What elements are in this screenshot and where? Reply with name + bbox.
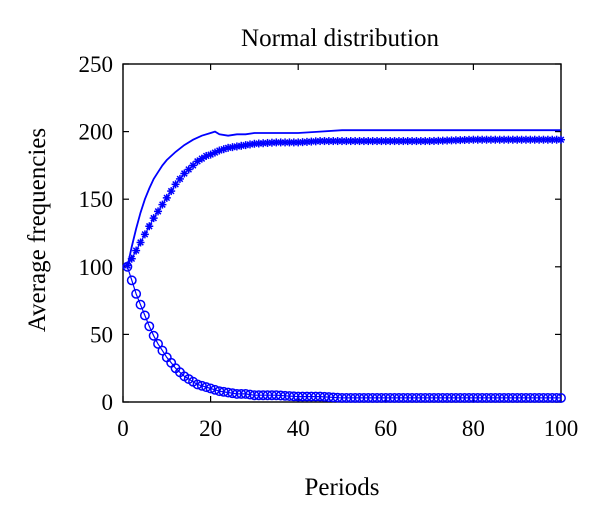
asterisk-stroke	[557, 136, 565, 144]
data-point-circle	[135, 299, 146, 310]
data-point-circle	[148, 330, 159, 341]
data-point-circle	[131, 288, 142, 299]
data-point-circle	[126, 275, 137, 286]
y-tick-label: 150	[79, 187, 114, 212]
x-axis-label: Periods	[305, 474, 380, 501]
asterisk-stroke	[141, 231, 149, 238]
data-point-circle	[210, 384, 220, 395]
asterisk-stroke	[145, 222, 153, 230]
series-3	[122, 261, 566, 403]
y-tick-label: 0	[102, 390, 114, 415]
series-1	[126, 129, 561, 267]
asterisk-stroke	[224, 144, 232, 152]
data-point-circle	[144, 321, 155, 332]
asterisk-stroke	[167, 187, 175, 195]
asterisk-stroke	[159, 201, 166, 208]
asterisk-stroke	[132, 247, 140, 254]
series-line	[126, 129, 561, 267]
series-2	[123, 135, 565, 270]
y-tick-label: 200	[79, 120, 114, 145]
x-tick-label: 0	[117, 416, 129, 441]
data-point-circle	[122, 261, 133, 272]
data-point-circle	[551, 392, 562, 403]
asterisk-stroke	[242, 141, 249, 149]
data-point-circle	[196, 380, 207, 391]
asterisk-stroke	[229, 143, 236, 151]
data-point-circle	[205, 383, 216, 394]
series-line	[126, 139, 561, 266]
asterisk-stroke	[246, 141, 254, 148]
asterisk-stroke	[163, 194, 171, 202]
data-point-asterisk	[171, 180, 180, 189]
data-point-circle	[201, 382, 212, 393]
data-point-circle	[153, 338, 163, 349]
data-point-circle	[192, 379, 203, 390]
x-tick-label: 20	[199, 416, 222, 441]
asterisk-stroke	[237, 142, 245, 150]
data-point-asterisk	[557, 135, 565, 144]
data-point-circle	[556, 392, 566, 403]
y-tick-label: 250	[79, 52, 114, 77]
data-point-asterisk	[127, 254, 136, 263]
y-tick-label: 100	[79, 255, 114, 280]
data-point-asterisk	[158, 200, 167, 209]
x-tick-label: 80	[462, 416, 485, 441]
asterisk-stroke	[150, 214, 157, 222]
data-point-circle	[157, 345, 168, 356]
data-point-asterisk	[149, 214, 158, 223]
data-point-asterisk	[145, 222, 154, 231]
data-point-asterisk	[189, 161, 198, 170]
asterisk-stroke	[233, 143, 241, 150]
plot-frame	[122, 63, 562, 403]
data-point-asterisk	[132, 246, 141, 255]
data-point-asterisk	[136, 238, 145, 247]
asterisk-stroke	[128, 255, 136, 263]
data-point-asterisk	[162, 193, 171, 202]
data-point-asterisk	[167, 187, 176, 196]
asterisk-stroke	[172, 180, 179, 188]
data-point-circle	[139, 310, 150, 321]
data-point-asterisk	[140, 230, 149, 239]
asterisk-stroke	[176, 175, 184, 183]
asterisk-stroke	[198, 155, 206, 162]
series-line	[126, 266, 561, 399]
asterisk-stroke	[194, 158, 201, 165]
data-point-asterisk	[175, 174, 184, 183]
x-tick-label: 60	[374, 416, 397, 441]
asterisk-stroke	[137, 239, 144, 246]
data-point-asterisk	[154, 207, 163, 216]
x-tick-label: 40	[287, 416, 310, 441]
y-axis-label: Average frequencies	[24, 128, 51, 332]
y-tick-label: 50	[90, 322, 113, 347]
asterisk-stroke	[154, 208, 162, 215]
chart-title: Normal distribution	[241, 25, 439, 52]
x-tick-label: 100	[544, 416, 579, 441]
plot-area: 0 20 40 60 80 100 0 50 100 150 200 250	[79, 52, 579, 441]
